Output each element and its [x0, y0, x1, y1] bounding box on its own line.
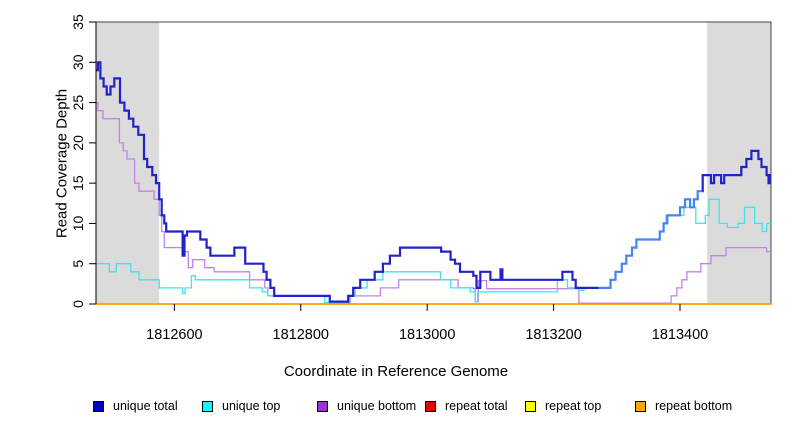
y-tick-label: 0	[70, 300, 86, 308]
plot-box	[95, 21, 772, 305]
legend-label: repeat total	[445, 399, 508, 413]
legend-swatch-repeat-top	[525, 400, 536, 412]
series-unique-top	[96, 198, 771, 304]
series-unique-total-seg0	[96, 61, 599, 303]
y-tick-label: 35	[70, 14, 86, 30]
legend-swatch-repeat-bottom	[635, 400, 646, 412]
shaded-region-1	[707, 22, 771, 304]
legend-swatch-unique-top	[202, 400, 213, 412]
legend-swatch-repeat-total	[425, 400, 436, 412]
legend: unique total unique top unique bottom repea…	[0, 399, 792, 415]
series-unique-total-seg1	[598, 190, 703, 289]
x-tick-label: 1813400	[652, 327, 708, 343]
legend-label: unique total	[113, 399, 178, 413]
x-tick-label: 1812600	[146, 327, 202, 343]
series-unique-bottom	[96, 101, 771, 304]
x-axis-title-text: Coordinate in Reference Genome	[283, 363, 509, 380]
y-axis-title: Read Coverage Depth	[54, 44, 71, 284]
y-tick-label: 30	[70, 54, 86, 70]
y-tick-label: 10	[70, 215, 86, 231]
y-tick-label: 20	[70, 135, 86, 151]
legend-item-repeat-total: repeat total	[425, 399, 508, 413]
legend-item-unique-bottom: unique bottom	[317, 399, 416, 413]
series-unique-total-seg2	[701, 149, 771, 193]
x-axis-title: Coordinate in Reference Genome	[0, 363, 792, 380]
legend-label: repeat bottom	[655, 399, 733, 413]
legend-item-unique-top: unique top	[202, 399, 280, 413]
legend-item-repeat-bottom: repeat bottom	[635, 399, 732, 413]
x-tick-label: 1813200	[525, 327, 581, 343]
x-tick-label: 1812800	[273, 327, 329, 343]
y-tick-label: 15	[70, 175, 86, 191]
legend-item-unique-total: unique total	[93, 399, 178, 413]
x-tick-label: 1813000	[399, 327, 455, 343]
shaded-region-0	[96, 22, 160, 304]
legend-item-repeat-top: repeat top	[525, 399, 601, 413]
y-axis-title-text: Read Coverage Depth	[53, 88, 71, 239]
legend-label: unique top	[222, 399, 281, 413]
legend-swatch-unique-bottom	[317, 400, 328, 412]
legend-label: unique bottom	[337, 399, 417, 413]
legend-swatch-unique-total	[93, 400, 104, 412]
y-tick-label: 5	[70, 260, 86, 268]
y-tick-label: 25	[70, 95, 86, 111]
legend-label: repeat top	[545, 399, 602, 413]
